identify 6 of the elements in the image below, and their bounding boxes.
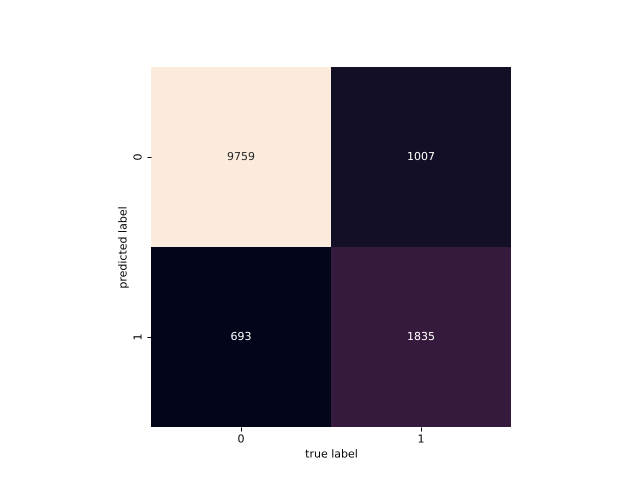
x-axis-title: true label xyxy=(305,448,358,460)
y-axis-title: predicted label xyxy=(116,206,130,289)
data-label: 9759 xyxy=(227,150,255,163)
data-label: 693 xyxy=(230,330,252,343)
data-label: 1835 xyxy=(407,330,435,343)
data-label: 1007 xyxy=(407,150,435,163)
